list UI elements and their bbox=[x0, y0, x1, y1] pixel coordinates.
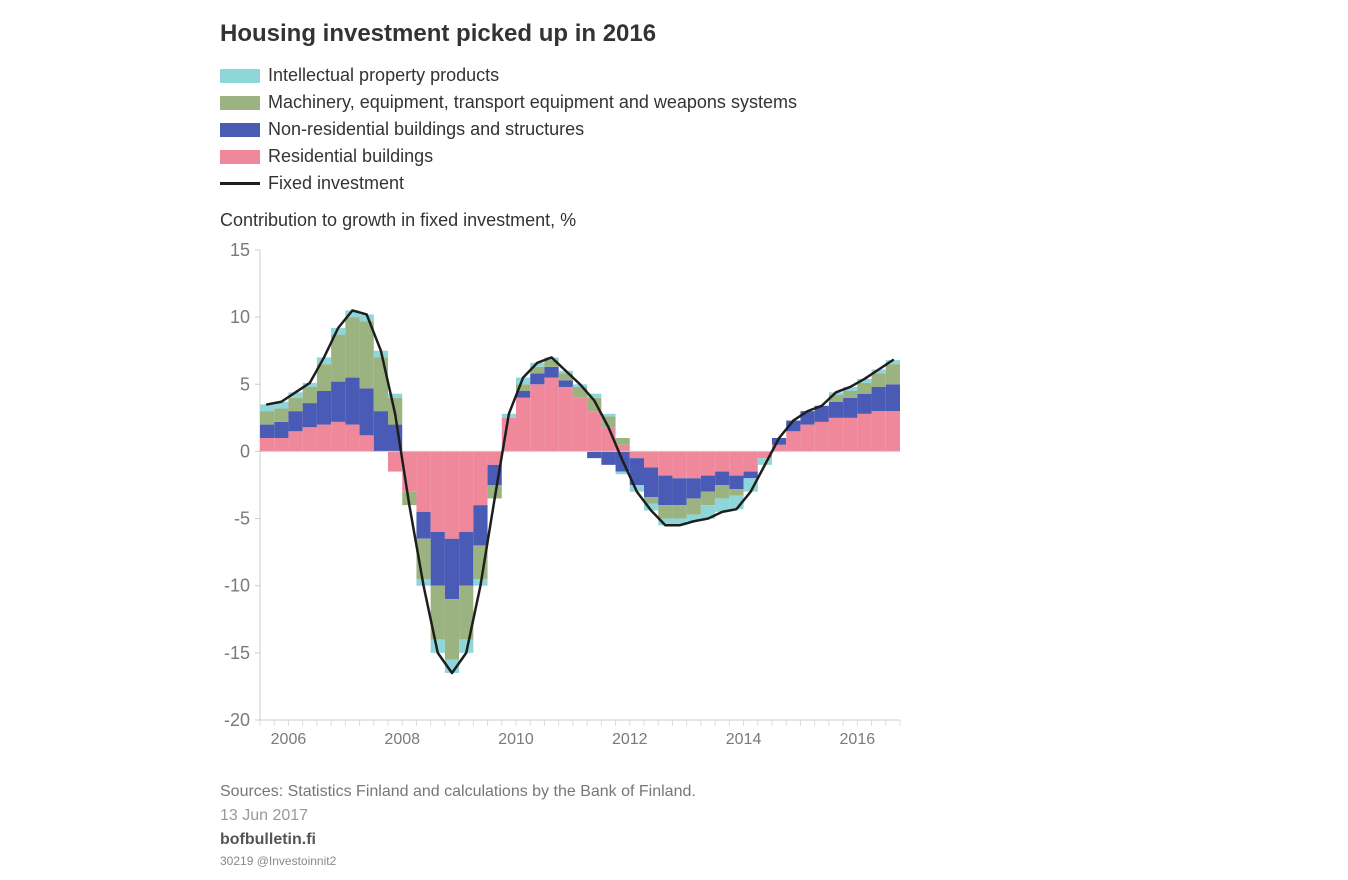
footer-date: 13 Jun 2017 bbox=[220, 804, 696, 828]
legend-line-swatch bbox=[220, 182, 260, 185]
footer-site: bofbulletin.fi bbox=[220, 828, 696, 852]
legend: Intellectual property productsMachinery,… bbox=[220, 62, 797, 197]
svg-text:2012: 2012 bbox=[612, 731, 648, 748]
svg-text:-20: -20 bbox=[224, 710, 250, 730]
chart-footer: Sources: Statistics Finland and calculat… bbox=[220, 780, 696, 870]
svg-text:2016: 2016 bbox=[840, 731, 876, 748]
svg-text:5: 5 bbox=[240, 374, 250, 394]
legend-label: Machinery, equipment, transport equipmen… bbox=[268, 89, 797, 116]
legend-item: Machinery, equipment, transport equipmen… bbox=[220, 89, 797, 116]
legend-color-swatch bbox=[220, 150, 260, 164]
legend-color-swatch bbox=[220, 96, 260, 110]
svg-text:2008: 2008 bbox=[384, 731, 420, 748]
svg-text:2006: 2006 bbox=[271, 731, 307, 748]
svg-text:-10: -10 bbox=[224, 576, 250, 596]
chart-title: Housing investment picked up in 2016 bbox=[220, 20, 656, 48]
svg-text:-5: -5 bbox=[234, 509, 250, 529]
legend-label: Intellectual property products bbox=[268, 62, 499, 89]
legend-item: Fixed investment bbox=[220, 170, 797, 197]
svg-text:15: 15 bbox=[230, 240, 250, 260]
legend-label: Residential buildings bbox=[268, 143, 433, 170]
source-note: Sources: Statistics Finland and calculat… bbox=[220, 780, 696, 804]
svg-text:0: 0 bbox=[240, 441, 250, 461]
y-axis-title: Contribution to growth in fixed investme… bbox=[220, 210, 576, 231]
legend-item: Residential buildings bbox=[220, 143, 797, 170]
svg-text:10: 10 bbox=[230, 307, 250, 327]
legend-label: Fixed investment bbox=[268, 170, 404, 197]
legend-label: Non-residential buildings and structures bbox=[268, 116, 584, 143]
footer-code: 30219 @Investoinnit2 bbox=[220, 852, 696, 870]
chart-container: { "title": "Housing investment picked up… bbox=[0, 0, 1348, 880]
svg-text:2014: 2014 bbox=[726, 731, 762, 748]
legend-item: Non-residential buildings and structures bbox=[220, 116, 797, 143]
legend-color-swatch bbox=[220, 69, 260, 83]
legend-item: Intellectual property products bbox=[220, 62, 797, 89]
legend-color-swatch bbox=[220, 123, 260, 137]
chart-plot-area: -20 -15 -10 -5 0 5 10 15 2006 2008 2010 2012 2014 201… bbox=[220, 240, 920, 765]
svg-text:-15: -15 bbox=[224, 643, 250, 663]
svg-text:2010: 2010 bbox=[498, 731, 534, 748]
